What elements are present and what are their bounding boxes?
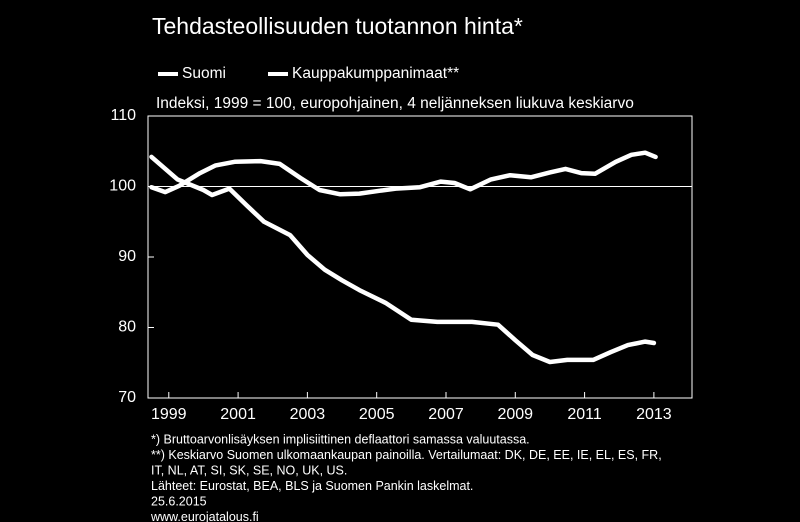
footnote: www.eurojatalous.fi bbox=[150, 510, 259, 522]
footnote: IT, NL, AT, SI, SK, SE, NO, UK, US. bbox=[151, 463, 347, 477]
legend-label: Suomi bbox=[182, 65, 226, 82]
chart-title: Tehdasteollisuuden tuotannon hinta* bbox=[152, 13, 523, 39]
x-tick-label: 1999 bbox=[151, 406, 187, 423]
footnote: **) Keskiarvo Suomen ulkomaankaupan pain… bbox=[151, 448, 662, 462]
x-tick-label: 2003 bbox=[290, 406, 326, 423]
x-tick-label: 2009 bbox=[497, 406, 533, 423]
y-tick-label: 100 bbox=[109, 178, 136, 195]
chart-subtitle: Indeksi, 1999 = 100, europohjainen, 4 ne… bbox=[156, 95, 634, 112]
line-series bbox=[149, 150, 658, 197]
y-tick-label: 90 bbox=[118, 248, 136, 265]
y-tick-label: 110 bbox=[110, 107, 136, 124]
footnote: Lähteet: Eurostat, BEA, BLS ja Suomen Pa… bbox=[151, 479, 473, 493]
x-tick-label: 2007 bbox=[428, 406, 464, 423]
line-series bbox=[149, 154, 657, 365]
x-tick-label: 2011 bbox=[567, 406, 602, 423]
legend-label: Kauppakumppanimaat** bbox=[292, 65, 459, 82]
footnote: 25.6.2015 bbox=[151, 494, 207, 508]
x-tick-label: 2013 bbox=[636, 406, 672, 423]
footnote: *) Bruttoarvonlisäyksen implisiittinen d… bbox=[151, 432, 530, 446]
y-tick-label: 70 bbox=[118, 389, 136, 406]
x-tick-label: 2005 bbox=[359, 406, 395, 423]
x-tick-label: 2001 bbox=[220, 406, 256, 423]
y-tick-label: 80 bbox=[118, 319, 136, 336]
